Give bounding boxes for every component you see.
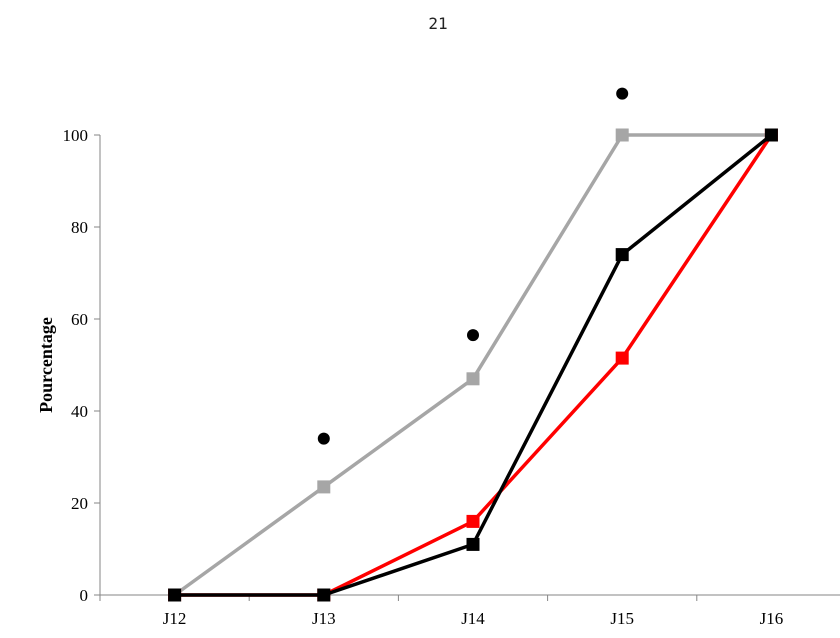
data-point — [615, 351, 629, 365]
y-tick-label: 100 — [63, 126, 89, 145]
data-point — [764, 128, 778, 142]
series-2 — [168, 128, 778, 602]
chart-series-layer — [168, 87, 778, 602]
data-point — [317, 480, 331, 494]
series-4 — [317, 87, 629, 445]
y-tick-label: 80 — [71, 218, 88, 237]
x-tick-label: J12 — [163, 609, 187, 628]
page-number: 21 — [428, 14, 448, 33]
data-point — [615, 128, 629, 142]
x-tick-label: J16 — [760, 609, 784, 628]
data-point — [466, 372, 480, 386]
data-point — [467, 329, 479, 342]
data-point — [616, 87, 629, 100]
x-tick-label: J13 — [312, 609, 336, 628]
x-tick-label: J15 — [610, 609, 634, 628]
data-point — [168, 588, 182, 602]
chart-axes: 0 20 40 60 80 100 J12 J13 J14 J15 J16 — [63, 126, 840, 628]
data-point — [317, 588, 331, 602]
y-tick-label: 0 — [80, 586, 89, 605]
series-3 — [168, 128, 778, 602]
data-point — [466, 514, 480, 528]
y-axis-title: Pourcentage — [36, 317, 56, 413]
series-1 — [168, 128, 778, 602]
data-point — [615, 248, 629, 262]
data-point — [466, 537, 480, 551]
y-tick-label: 60 — [71, 310, 88, 329]
data-point — [317, 432, 330, 445]
y-tick-label: 40 — [71, 402, 88, 421]
x-tick-label: J14 — [461, 609, 485, 628]
y-tick-label: 20 — [71, 494, 88, 513]
